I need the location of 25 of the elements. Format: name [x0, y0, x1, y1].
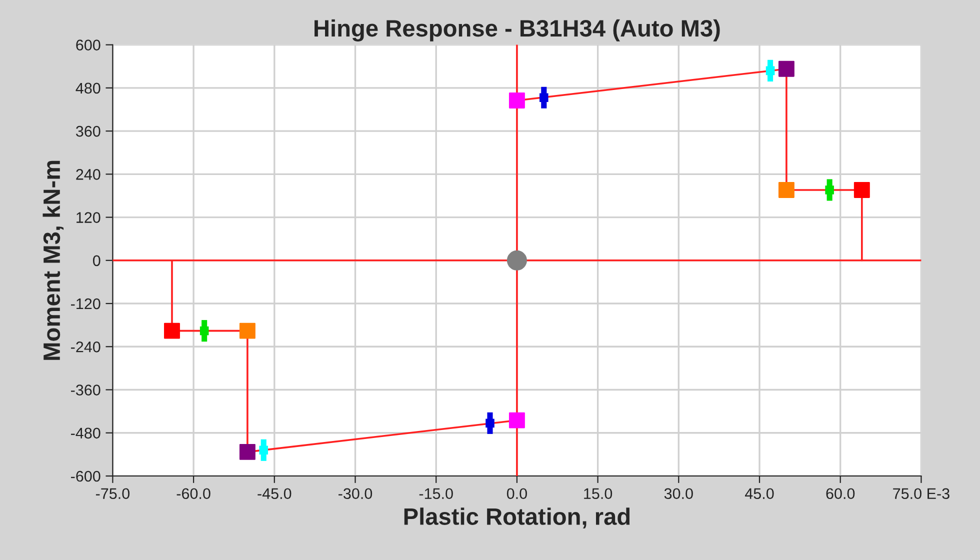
- chart-title: Hinge Response - B31H34 (Auto M3): [314, 19, 720, 42]
- x-tick-label: -45.0: [258, 488, 292, 500]
- x-tick-label: -15.0: [419, 488, 453, 500]
- y-tick-label: -360: [71, 384, 100, 396]
- y-tick-label: 480: [76, 82, 100, 94]
- x-tick-label: -60.0: [176, 488, 210, 500]
- y-axis-title: Moment M3, kN-m: [42, 160, 64, 360]
- y-tick-label: 120: [76, 212, 100, 223]
- x-tick-label: 60.0: [826, 488, 855, 500]
- x-axis-title: Plastic Rotation, rad: [404, 508, 630, 528]
- y-tick-label: -120: [71, 298, 100, 310]
- y-tick-label: 240: [76, 169, 100, 180]
- y-tick-label: -480: [71, 428, 100, 439]
- x-tick-label: 75.0 E-3: [893, 488, 950, 500]
- y-tick-label: 0: [92, 255, 100, 266]
- x-tick-label: -30.0: [338, 488, 372, 500]
- y-tick-label: 360: [76, 126, 100, 137]
- y-tick-label: -240: [71, 342, 100, 352]
- x-tick-label: 0.0: [506, 488, 527, 500]
- x-tick-label: -75.0: [96, 488, 130, 500]
- y-tick-label: -600: [71, 470, 100, 482]
- x-tick-label: 45.0: [744, 488, 774, 500]
- x-tick-label: 15.0: [584, 488, 612, 500]
- y-tick-label: 600: [76, 40, 100, 50]
- x-tick-label: 30.0: [664, 488, 693, 500]
